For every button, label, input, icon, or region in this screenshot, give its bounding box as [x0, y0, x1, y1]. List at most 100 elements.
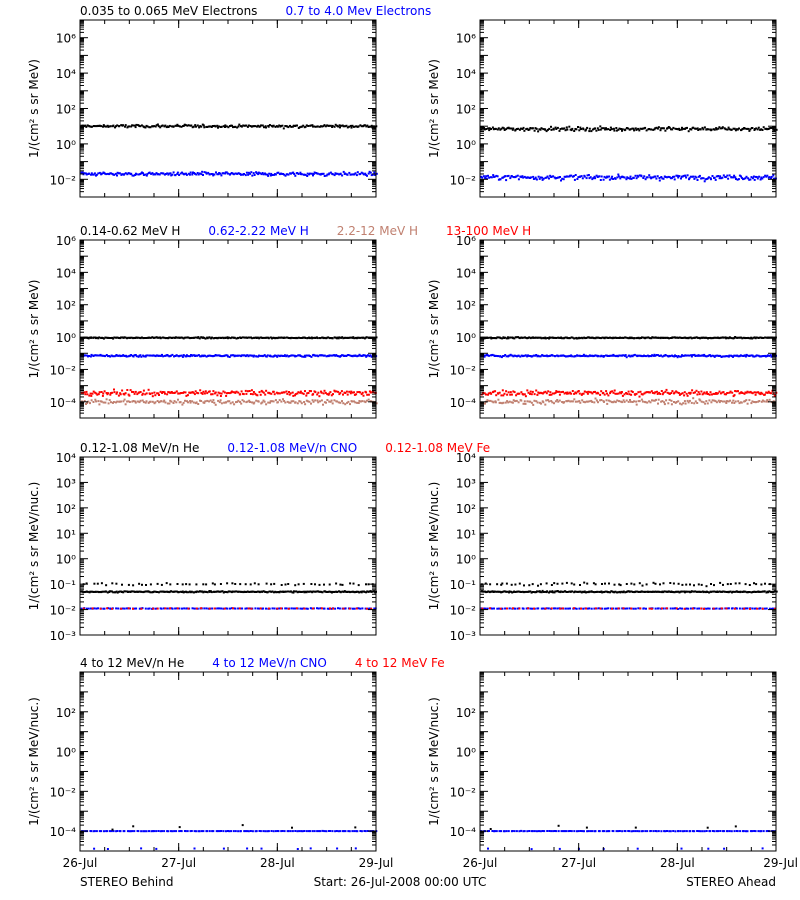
data-point	[680, 177, 682, 180]
data-point	[594, 583, 597, 586]
data-point	[675, 401, 678, 403]
data-point	[262, 336, 265, 339]
data-point	[277, 171, 280, 174]
data-point	[255, 172, 258, 175]
data-point	[764, 174, 767, 177]
data-point	[632, 176, 635, 179]
data-point	[151, 172, 154, 175]
data-point	[621, 607, 624, 610]
data-point	[546, 590, 549, 593]
data-point	[722, 355, 725, 358]
data-point	[501, 590, 504, 593]
data-point	[667, 402, 670, 405]
data-point	[663, 403, 666, 406]
data-point	[365, 607, 368, 610]
data-point	[157, 173, 160, 176]
data-point	[581, 355, 583, 357]
data-point	[222, 390, 225, 393]
data-point	[643, 175, 646, 178]
data-point	[142, 389, 145, 392]
data-point	[326, 393, 329, 396]
data-point	[593, 607, 596, 610]
data-point	[324, 391, 327, 394]
data-point	[573, 130, 576, 132]
data-point	[486, 607, 489, 610]
data-point	[647, 591, 650, 593]
data-point	[122, 354, 125, 357]
data-point	[729, 583, 732, 585]
data-point	[171, 336, 174, 339]
data-point	[735, 590, 738, 593]
data-point	[626, 392, 629, 395]
data-point	[700, 390, 703, 393]
data-point	[645, 607, 647, 610]
data-point	[726, 583, 729, 586]
data-point	[276, 401, 279, 404]
data-point	[213, 173, 216, 176]
data-point	[365, 583, 367, 586]
data-point	[692, 175, 695, 178]
data-point	[154, 125, 157, 128]
data-point	[714, 178, 717, 181]
data-point	[143, 355, 145, 358]
data-point	[233, 403, 236, 406]
data-point	[312, 590, 315, 593]
data-point	[736, 336, 739, 339]
data-point	[129, 607, 131, 610]
data-point	[542, 591, 545, 593]
data-point	[628, 354, 631, 357]
data-point	[658, 590, 661, 593]
data-point	[147, 607, 150, 610]
data-point	[229, 402, 232, 405]
data-point	[533, 129, 536, 132]
data-point	[645, 590, 648, 593]
data-point	[235, 401, 237, 404]
data-point	[310, 355, 313, 358]
data-point	[190, 124, 193, 127]
data-point	[488, 176, 491, 179]
data-point	[103, 590, 106, 593]
data-point	[726, 174, 729, 177]
data-point	[249, 393, 252, 395]
data-point	[728, 590, 731, 593]
data-point	[304, 390, 306, 393]
data-point	[504, 175, 507, 178]
data-point	[357, 354, 360, 357]
data-point	[729, 336, 732, 339]
data-point	[100, 590, 103, 593]
data-point	[741, 354, 744, 357]
data-point	[299, 391, 302, 394]
data-point	[512, 127, 515, 130]
data-point	[582, 400, 585, 403]
data-point	[768, 354, 771, 357]
data-point	[95, 337, 97, 340]
data-point	[552, 336, 555, 339]
data-point	[746, 390, 749, 393]
data-point	[653, 336, 656, 339]
data-point	[660, 336, 662, 339]
data-point	[671, 355, 674, 358]
data-point	[193, 336, 195, 339]
data-point	[740, 176, 743, 179]
data-point	[289, 392, 292, 395]
data-point	[253, 174, 256, 176]
data-point	[318, 354, 321, 357]
data-point	[686, 394, 689, 397]
data-point	[128, 172, 131, 175]
data-point	[509, 177, 512, 180]
data-point	[555, 337, 558, 339]
data-point	[336, 355, 339, 357]
data-point	[199, 399, 201, 402]
data-point	[642, 336, 645, 339]
data-point	[217, 336, 220, 339]
data-point	[216, 337, 219, 340]
data-point	[202, 174, 204, 176]
data-point	[159, 126, 162, 129]
data-point	[604, 590, 607, 593]
data-point	[260, 336, 263, 339]
data-point	[529, 390, 532, 393]
data-point	[495, 394, 498, 397]
data-point	[286, 400, 289, 403]
data-point	[230, 391, 232, 394]
